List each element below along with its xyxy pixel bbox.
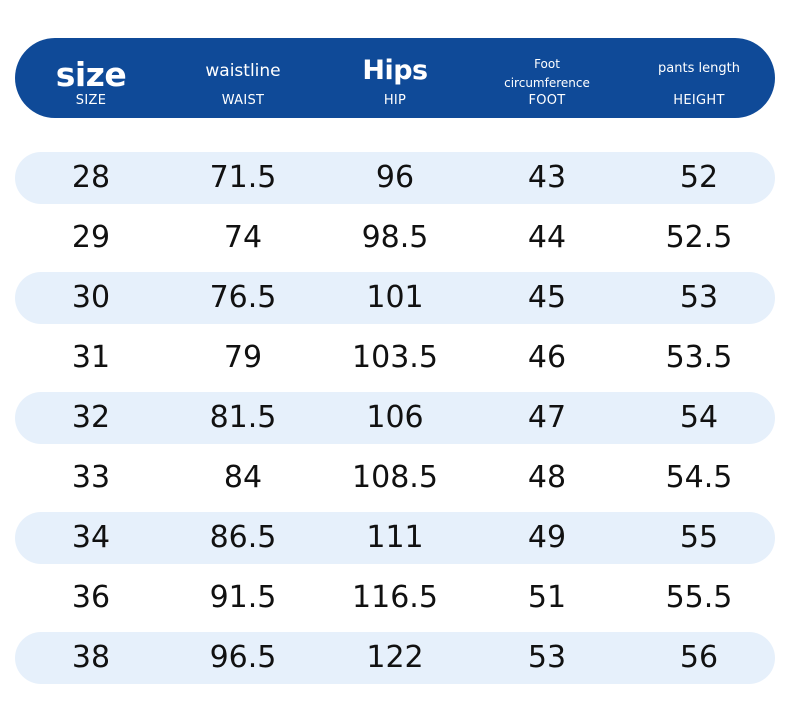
cell-hip: 108.5 xyxy=(352,460,438,495)
header-size-title: size xyxy=(55,55,127,94)
table-row: 30 76.5 101 45 53 xyxy=(15,272,775,324)
cell-size: 36 xyxy=(71,580,111,615)
size-chart-rows: 28 71.5 96 43 52 29 74 98.5 44 52.5 30 7… xyxy=(15,152,775,692)
cell-foot: 49 xyxy=(527,520,567,555)
header-length-subtitle: HEIGHT xyxy=(673,93,725,108)
cell-length: 53 xyxy=(679,280,719,315)
cell-length: 55.5 xyxy=(665,580,733,615)
cell-foot: 46 xyxy=(527,340,567,375)
cell-hip: 116.5 xyxy=(352,580,438,615)
cell-waist: 74 xyxy=(223,220,263,255)
size-chart-header: size SIZE waistline WAIST Hips HIP Foot … xyxy=(15,38,775,118)
cell-waist: 96.5 xyxy=(209,640,277,675)
cell-hip: 98.5 xyxy=(361,220,429,255)
table-row: 33 84 108.5 48 54.5 xyxy=(15,452,775,504)
cell-length: 54 xyxy=(679,400,719,435)
cell-size: 30 xyxy=(71,280,111,315)
cell-length: 52.5 xyxy=(665,220,733,255)
header-hip: Hips HIP xyxy=(319,38,471,118)
cell-waist: 86.5 xyxy=(209,520,277,555)
header-foot-title-line1: Foot xyxy=(534,57,560,71)
cell-size: 31 xyxy=(71,340,111,375)
cell-foot: 47 xyxy=(527,400,567,435)
cell-hip: 106 xyxy=(366,400,424,435)
header-waist-title: waistline xyxy=(205,61,281,81)
cell-waist: 71.5 xyxy=(209,160,277,195)
cell-length: 52 xyxy=(679,160,719,195)
header-length-title: pants length xyxy=(658,61,740,76)
table-row: 29 74 98.5 44 52.5 xyxy=(15,212,775,264)
cell-foot: 48 xyxy=(527,460,567,495)
cell-size: 33 xyxy=(71,460,111,495)
cell-hip: 103.5 xyxy=(352,340,438,375)
table-row: 32 81.5 106 47 54 xyxy=(15,392,775,444)
cell-size: 34 xyxy=(71,520,111,555)
header-size: size SIZE xyxy=(15,38,167,118)
table-row: 34 86.5 111 49 55 xyxy=(15,512,775,564)
cell-waist: 81.5 xyxy=(209,400,277,435)
cell-size: 29 xyxy=(71,220,111,255)
cell-waist: 79 xyxy=(223,340,263,375)
header-hip-subtitle: HIP xyxy=(383,93,407,108)
header-foot-subtitle: FOOT xyxy=(528,93,566,108)
cell-hip: 111 xyxy=(366,520,424,555)
header-foot: Foot circumference FOOT xyxy=(471,38,623,118)
cell-size: 32 xyxy=(71,400,111,435)
cell-size: 28 xyxy=(71,160,111,195)
cell-length: 54.5 xyxy=(665,460,733,495)
cell-length: 55 xyxy=(679,520,719,555)
cell-length: 56 xyxy=(679,640,719,675)
header-foot-title: Foot circumference xyxy=(471,55,623,93)
header-length: pants length HEIGHT xyxy=(623,38,775,118)
header-hip-title: Hips xyxy=(362,55,428,86)
table-row: 38 96.5 122 53 56 xyxy=(15,632,775,684)
cell-hip: 101 xyxy=(366,280,424,315)
cell-waist: 84 xyxy=(223,460,263,495)
cell-foot: 44 xyxy=(527,220,567,255)
cell-hip: 122 xyxy=(366,640,424,675)
cell-size: 38 xyxy=(71,640,111,675)
header-foot-title-line2: circumference xyxy=(504,76,590,90)
cell-waist: 91.5 xyxy=(209,580,277,615)
header-size-subtitle: SIZE xyxy=(75,93,107,108)
cell-length: 53.5 xyxy=(665,340,733,375)
cell-foot: 43 xyxy=(527,160,567,195)
table-row: 28 71.5 96 43 52 xyxy=(15,152,775,204)
cell-hip: 96 xyxy=(375,160,415,195)
table-row: 31 79 103.5 46 53.5 xyxy=(15,332,775,384)
cell-foot: 45 xyxy=(527,280,567,315)
header-waist: waistline WAIST xyxy=(167,38,319,118)
header-waist-subtitle: WAIST xyxy=(221,93,265,108)
cell-foot: 51 xyxy=(527,580,567,615)
table-row: 36 91.5 116.5 51 55.5 xyxy=(15,572,775,624)
cell-waist: 76.5 xyxy=(209,280,277,315)
cell-foot: 53 xyxy=(527,640,567,675)
